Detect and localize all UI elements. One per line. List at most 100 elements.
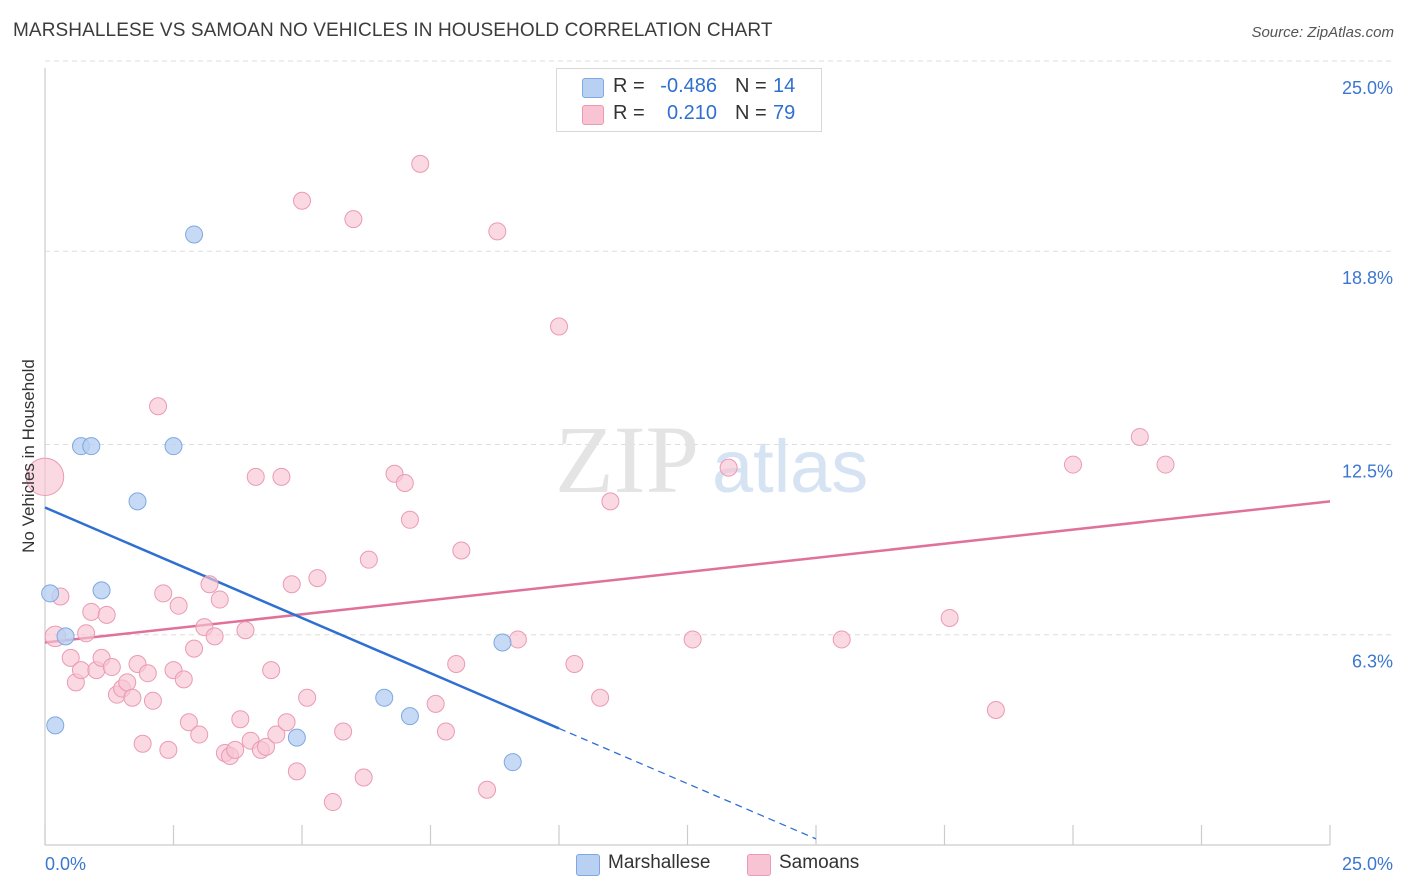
samoans-point (77, 624, 96, 643)
samoans-point (154, 584, 173, 603)
samoans-point (210, 590, 229, 609)
legend-n-label: N = (735, 102, 767, 124)
samoans-point (426, 694, 445, 713)
samoans-point (308, 569, 327, 588)
samoans-point (200, 575, 219, 594)
legend-r-value: 0.210 (666, 102, 717, 124)
marshallese-point (128, 492, 147, 511)
correlation-legend: R = -0.486 N = 14 R = 0.210 N = 79 (556, 68, 822, 132)
samoans-point (226, 740, 245, 759)
samoans-point (683, 630, 702, 649)
samoans-point (1130, 427, 1149, 446)
legend-row-marshallese: R = -0.486 N = 14 (557, 75, 821, 101)
samoans-point (179, 713, 198, 732)
legend-n-value: 14 (773, 75, 796, 97)
marshallese-swatch (582, 78, 604, 98)
samoans-point (236, 621, 255, 640)
marshallese-point (46, 716, 65, 735)
marshallese-point (82, 437, 101, 456)
samoans-point (174, 670, 193, 689)
samoans-point (246, 467, 265, 486)
samoans-point (293, 191, 311, 210)
samoans-point (400, 510, 419, 529)
marshallese-point (287, 728, 306, 747)
watermark-zip: ZIP (555, 406, 699, 513)
samoans-point (231, 710, 250, 729)
tick-labels: 6.3% 12.5% 18.8% 25.0% 0.0% 25.0% (45, 78, 1393, 874)
samoans-point (262, 661, 281, 680)
samoans-point (25, 457, 65, 497)
samoans-point (149, 397, 168, 416)
legend-r-label: R = (613, 102, 645, 124)
trend-lines (44, 500, 1331, 840)
samoans-point (102, 658, 121, 677)
samoans-point (832, 630, 851, 649)
samoans-point (395, 473, 414, 492)
samoans-point (334, 722, 353, 741)
samoans-point (123, 688, 142, 707)
y-tick-label: 18.8% (1342, 268, 1393, 288)
samoans-point (267, 725, 286, 744)
samoans-point (277, 713, 296, 732)
x-tick-label: 25.0% (1342, 854, 1393, 874)
legend-row-samoans: R = 0.210 N = 79 (557, 102, 821, 128)
samoans-point (159, 740, 178, 759)
samoans-point (298, 688, 317, 707)
marshallese-point (185, 225, 204, 244)
samoans-point (452, 541, 471, 560)
marshallese-label: Marshallese (608, 852, 711, 873)
samoans-point (1064, 455, 1082, 474)
marshallese-swatch (576, 854, 600, 876)
samoans-trend-line (44, 500, 1331, 644)
watermark-atlas: atlas (712, 425, 868, 508)
samoans-point (411, 154, 430, 173)
samoans-point (71, 661, 90, 680)
samoans-point (190, 725, 209, 744)
samoans-point (354, 768, 373, 787)
samoans-points (25, 154, 1175, 812)
samoans-point (986, 701, 1005, 720)
samoans-point (601, 492, 620, 511)
samoans-point (205, 627, 224, 646)
samoans-point (478, 780, 497, 799)
marshallese-point (375, 688, 394, 707)
samoans-point (118, 673, 137, 692)
samoans-point (185, 639, 204, 658)
samoans-point (359, 550, 378, 569)
marshallese-point (503, 753, 522, 772)
y-tick-label: 25.0% (1342, 78, 1393, 98)
axes (44, 68, 1331, 846)
samoans-point (97, 605, 116, 624)
y-tick-label: 12.5% (1342, 462, 1393, 482)
samoans-point (447, 654, 466, 673)
samoans-point (436, 722, 455, 741)
samoans-point (169, 596, 188, 615)
legend-n-label: N = (735, 75, 767, 97)
samoans-point (282, 575, 301, 594)
samoans-point (550, 317, 568, 336)
marshallese-point (41, 584, 60, 603)
samoans-point (82, 602, 101, 621)
samoans-point (138, 664, 157, 683)
samoans-point (1156, 455, 1175, 474)
x-tick-label: 0.0% (45, 854, 86, 874)
grid-lines (45, 60, 1395, 636)
samoans-point (323, 793, 342, 812)
legend-r-value: -0.486 (660, 75, 717, 97)
samoans-point (143, 691, 162, 710)
samoans-point (287, 762, 306, 781)
marshallese-point (400, 707, 419, 726)
samoans-point (61, 648, 80, 667)
marshallese-trend-extension (558, 727, 817, 840)
samoans-swatch (747, 854, 771, 876)
y-tick-label: 6.3% (1352, 652, 1393, 672)
legend-r-label: R = (613, 75, 645, 97)
source-label: Source: ZipAtlas.com (1251, 24, 1394, 41)
legend-n-value: 79 (773, 102, 796, 124)
marshallese-point (493, 633, 512, 652)
samoans-point (257, 737, 276, 756)
samoans-point (940, 608, 959, 627)
samoans-point (133, 734, 152, 753)
samoans-point (591, 688, 610, 707)
